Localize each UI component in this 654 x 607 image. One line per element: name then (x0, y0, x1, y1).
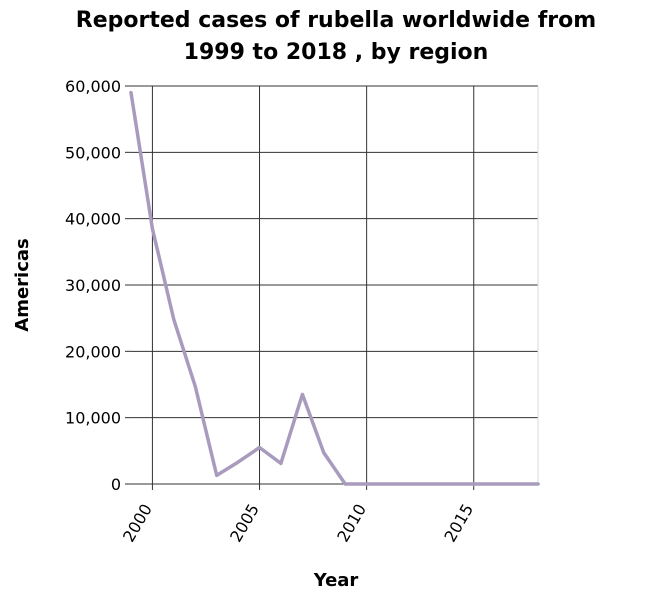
x-tick-label: 2005 (226, 501, 263, 546)
y-axis-label: Americas (12, 238, 33, 331)
data-point (172, 317, 176, 321)
series (129, 90, 540, 486)
x-tick-label: 2010 (333, 501, 370, 546)
data-point (129, 91, 133, 95)
data-point (343, 482, 347, 486)
grid (125, 85, 539, 490)
data-point (258, 446, 262, 450)
data-point (322, 451, 326, 455)
y-tick-label: 0 (111, 475, 121, 494)
data-point (515, 482, 519, 486)
x-tick-label: 2000 (119, 501, 156, 546)
data-point (386, 482, 390, 486)
x-axis-label: Year (313, 570, 359, 591)
data-point (407, 482, 411, 486)
series-line (129, 90, 540, 486)
y-tick-label: 60,000 (65, 77, 121, 96)
y-tick-label: 30,000 (65, 276, 121, 295)
data-point (536, 482, 540, 486)
data-point (150, 227, 154, 231)
data-point (472, 482, 476, 486)
data-point (193, 384, 197, 388)
chart-title-line-2: 1999 to 2018 , by region (184, 40, 489, 65)
x-tick-label: 2015 (440, 500, 477, 545)
tick-labels: 0 10,000 20,000 30,000 40,000 50,000 60,000 200… (65, 77, 477, 545)
data-point (429, 482, 433, 486)
data-point (450, 482, 454, 486)
data-point (279, 461, 283, 465)
data-point (365, 482, 369, 486)
data-point (493, 482, 497, 486)
y-tick-label: 40,000 (65, 210, 121, 229)
y-tick-label: 20,000 (65, 342, 121, 361)
chart-title-line-1: Reported cases of rubella worldwide from (76, 8, 596, 33)
y-tick-label: 50,000 (65, 143, 121, 162)
data-point (300, 392, 304, 396)
y-tick-label: 10,000 (65, 409, 121, 428)
data-point (215, 473, 219, 477)
data-point (236, 460, 240, 464)
